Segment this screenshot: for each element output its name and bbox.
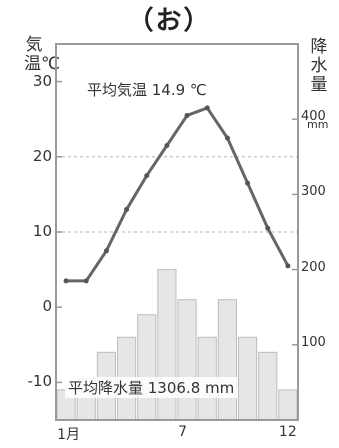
temperature-point <box>245 180 251 186</box>
right-tick-label: 200 <box>301 259 326 275</box>
right-tick-label: 300 <box>301 184 326 200</box>
temperature-point <box>224 135 230 141</box>
x-tick-label: 7 <box>178 424 187 440</box>
precip-bar <box>238 336 258 421</box>
temperature-point <box>164 143 170 149</box>
precip-bar <box>278 389 298 421</box>
x-tick-label: 1月 <box>57 427 80 443</box>
temperature-point <box>204 105 210 111</box>
x-tick-label: 12 <box>278 424 297 440</box>
precip-bar <box>137 314 157 421</box>
temperature-point <box>265 225 271 231</box>
left-tick-label: 20 <box>32 146 52 165</box>
precip-bar <box>258 351 278 421</box>
precip-bar <box>217 299 237 421</box>
temperature-point <box>144 173 150 179</box>
avg-temp-annotation: 平均気温 14.9 ℃ <box>84 79 210 100</box>
panel-title: （お） <box>127 6 212 36</box>
left-tick-label: 0 <box>42 297 52 316</box>
right-tick-label: 100 <box>301 334 326 350</box>
avg-precip-annotation: 平均降水量 1306.8 mm <box>65 377 238 398</box>
temperature-point <box>83 278 89 284</box>
left-tick-label: -10 <box>27 372 53 391</box>
temperature-point <box>184 112 190 118</box>
left-tick-label: 30 <box>32 71 52 90</box>
left-tick-label: 10 <box>32 222 52 240</box>
temperature-point <box>63 278 69 284</box>
temperature-point <box>124 206 130 212</box>
right-axis-unit: mm <box>307 118 329 131</box>
plot-frame <box>55 43 299 421</box>
temperature-point <box>285 263 291 269</box>
temperature-line <box>66 106 290 283</box>
temperature-point <box>103 248 109 254</box>
right-tick-label: 400 <box>301 109 326 125</box>
right-axis-label: 降水量 <box>310 37 328 95</box>
precip-bar <box>177 299 197 421</box>
